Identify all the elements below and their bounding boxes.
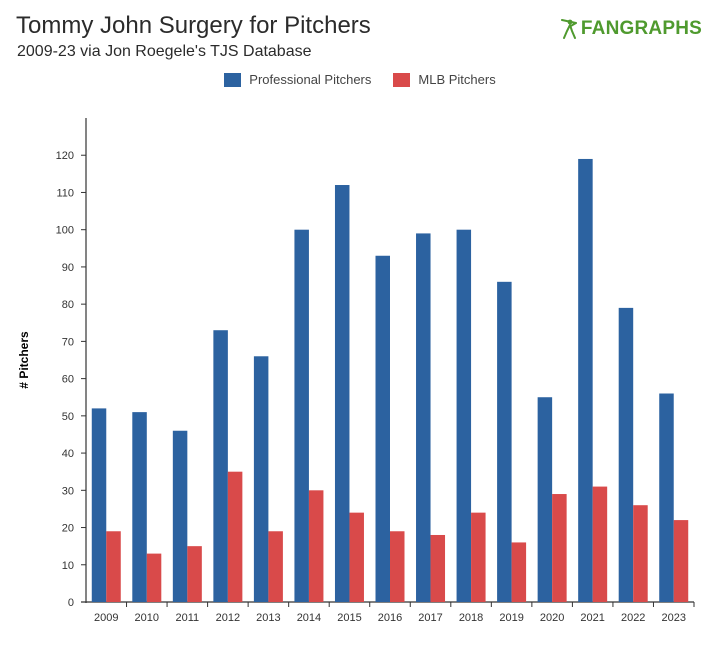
x-tick-label: 2016 (378, 612, 402, 624)
legend-label-mlb: MLB Pitchers (418, 72, 496, 87)
bar-professional-2022 (618, 307, 634, 602)
bar-mlb-2021 (592, 486, 608, 602)
bar-professional-2021 (578, 158, 593, 602)
bar-professional-2017 (416, 233, 431, 602)
bar-professional-2020 (537, 397, 553, 602)
y-tick-label: 40 (62, 448, 74, 460)
x-tick-label: 2012 (216, 612, 240, 624)
bar-professional-2012 (213, 330, 228, 602)
bar-professional-2023 (659, 393, 674, 602)
y-tick-label: 120 (56, 150, 74, 162)
y-tick-label: 110 (56, 187, 74, 199)
bar-mlb-2019 (511, 542, 527, 602)
bar-professional-2015 (334, 185, 350, 602)
legend: Professional Pitchers MLB Pitchers (0, 72, 720, 87)
x-tick-label: 2019 (499, 612, 523, 624)
bar-professional-2013 (253, 356, 269, 602)
y-axis-label: # Pitchers (17, 331, 31, 389)
logo-text: FANGRAPHS (580, 18, 702, 39)
x-tick-label: 2023 (661, 612, 685, 624)
bar-professional-2018 (456, 229, 472, 602)
legend-item-professional: Professional Pitchers (224, 72, 371, 87)
bar-mlb-2016 (390, 531, 405, 602)
x-tick-label: 2022 (621, 612, 645, 624)
bar-mlb-2011 (187, 546, 202, 602)
bar-mlb-2020 (552, 494, 567, 602)
x-tick-label: 2018 (459, 612, 483, 624)
bar-professional-2019 (497, 281, 512, 602)
bar-professional-2016 (375, 255, 390, 602)
bar-mlb-2010 (146, 553, 162, 602)
fangraphs-logo: FANGRAPHS (560, 18, 702, 40)
bar-mlb-2014 (308, 490, 324, 602)
bar-professional-2009 (91, 408, 107, 602)
x-tick-label: 2011 (176, 612, 200, 624)
x-tick-label: 2010 (135, 612, 159, 624)
legend-item-mlb: MLB Pitchers (393, 72, 496, 87)
batter-icon (560, 19, 577, 39)
chart-subtitle: 2009-23 via Jon Roegele's TJS Database (17, 43, 312, 60)
legend-label-professional: Professional Pitchers (249, 72, 372, 87)
x-tick-label: 2021 (580, 612, 604, 624)
bar-mlb-2012 (227, 471, 243, 602)
bar-professional-2014 (294, 229, 309, 602)
legend-swatch-professional (224, 72, 242, 87)
x-tick-label: 2014 (297, 612, 321, 624)
y-tick-label: 80 (62, 299, 74, 311)
bar-mlb-2023 (673, 520, 689, 602)
bar-mlb-2017 (430, 534, 446, 602)
legend-swatch-mlb (393, 72, 411, 87)
bar-mlb-2013 (268, 531, 283, 602)
bar-mlb-2022 (633, 505, 648, 602)
y-tick-label: 50 (62, 411, 74, 423)
y-tick-label: 90 (62, 262, 74, 274)
y-tick-label: 20 (62, 523, 74, 535)
y-tick-label: 30 (62, 485, 74, 497)
bar-mlb-2009 (106, 531, 121, 602)
bar-mlb-2015 (349, 512, 364, 602)
y-tick-label: 0 (68, 597, 74, 609)
bar-professional-2011 (172, 430, 188, 602)
y-tick-label: 70 (62, 336, 74, 348)
bar-mlb-2018 (471, 512, 486, 602)
y-tick-label: 10 (62, 560, 74, 572)
x-tick-label: 2017 (418, 612, 442, 624)
x-tick-label: 2015 (337, 612, 361, 624)
x-tick-label: 2009 (94, 612, 118, 624)
chart-title: Tommy John Surgery for Pitchers (16, 12, 371, 39)
x-tick-label: 2020 (540, 612, 564, 624)
x-tick-label: 2013 (256, 612, 280, 624)
bar-professional-2010 (132, 412, 147, 602)
y-tick-label: 100 (56, 225, 74, 237)
y-tick-label: 60 (62, 374, 74, 386)
